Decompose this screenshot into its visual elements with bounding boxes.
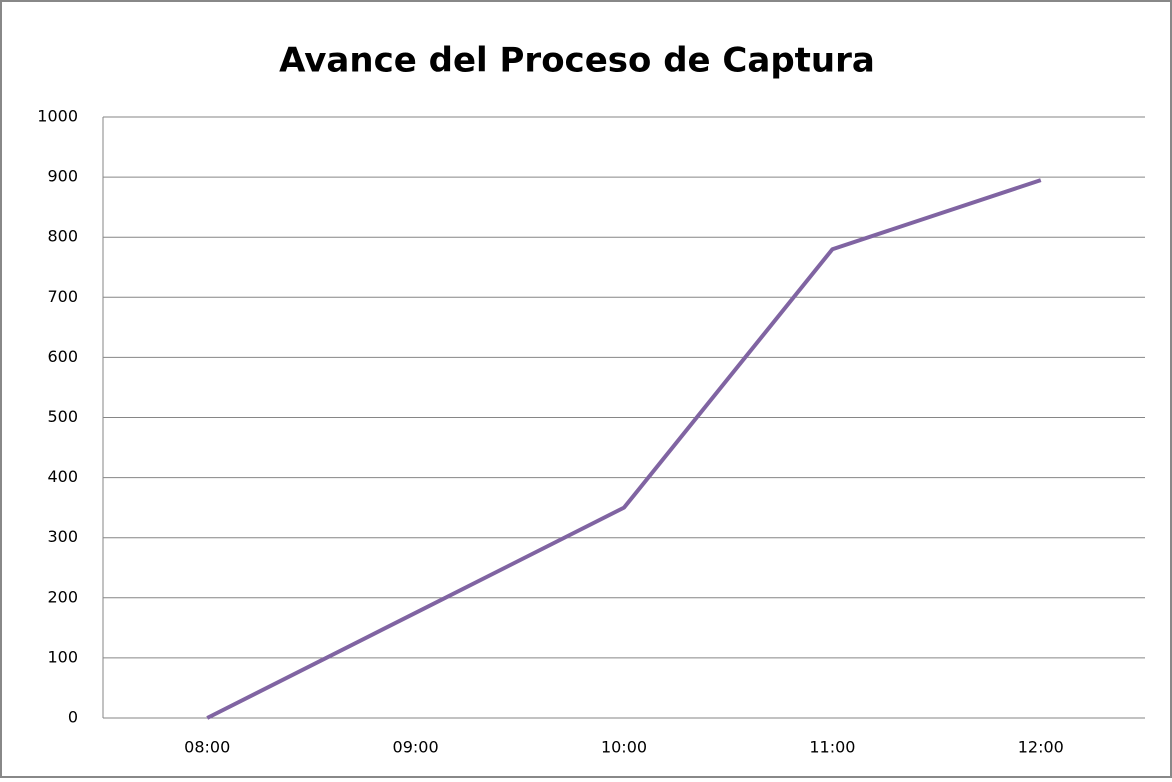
y-tick-label: 1000 xyxy=(37,107,78,126)
y-tick-label: 700 xyxy=(47,287,78,306)
y-tick-label: 0 xyxy=(68,708,78,727)
y-tick-label: 900 xyxy=(47,167,78,186)
x-tick-label: 12:00 xyxy=(1018,738,1064,757)
y-tick-label: 100 xyxy=(47,647,78,666)
y-tick-label: 200 xyxy=(47,587,78,606)
y-tick-label: 800 xyxy=(47,227,78,246)
x-tick-label: 11:00 xyxy=(809,738,855,757)
y-tick-label: 300 xyxy=(47,527,78,546)
x-tick-label: 09:00 xyxy=(393,738,439,757)
chart-title: Avance del Proceso de Captura xyxy=(279,41,875,81)
x-tick-label: 10:00 xyxy=(601,738,647,757)
y-tick-label: 500 xyxy=(47,407,78,426)
y-tick-label: 600 xyxy=(47,347,78,366)
line-series xyxy=(206,178,1042,720)
x-tick-label: 08:00 xyxy=(184,738,230,757)
y-tick-label: 400 xyxy=(47,467,78,486)
